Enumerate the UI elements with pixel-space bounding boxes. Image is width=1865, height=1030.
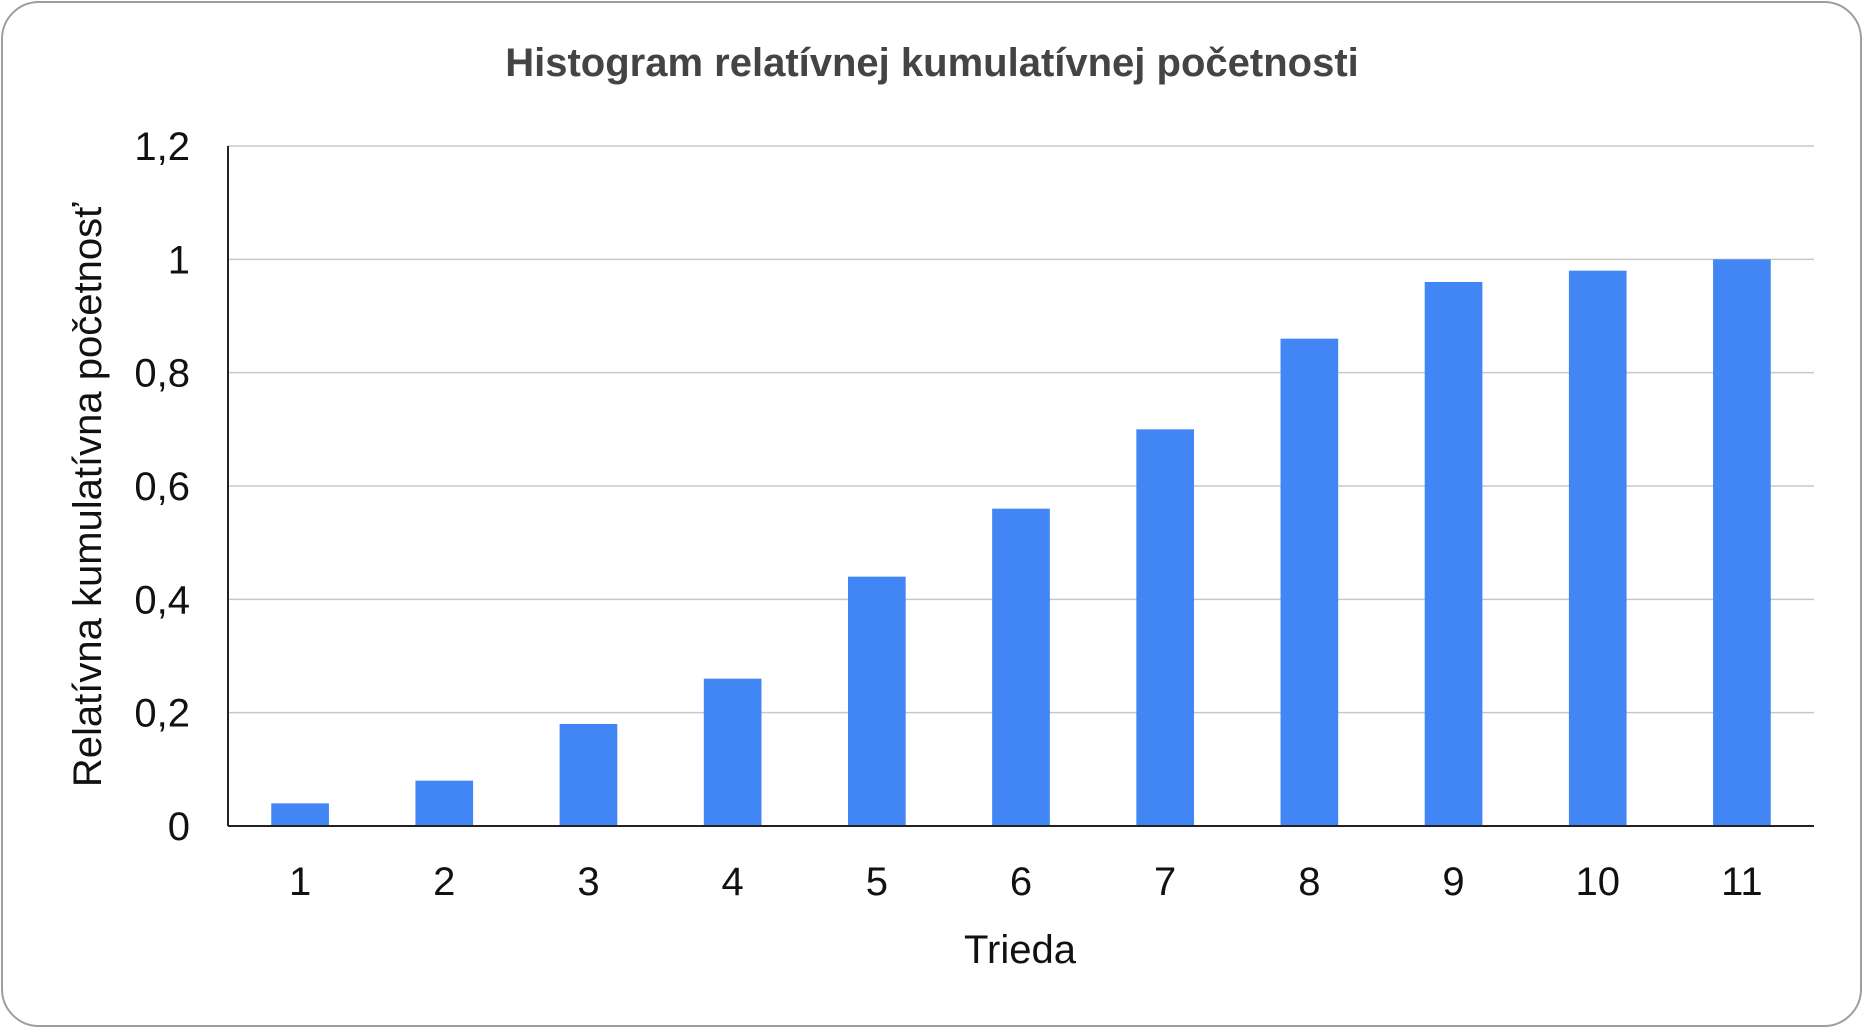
x-tick-label: 8 [1298, 860, 1320, 904]
x-tick-label: 10 [1575, 860, 1620, 904]
bar [703, 678, 762, 826]
bar [847, 576, 906, 826]
bar [1424, 282, 1483, 826]
bar [1568, 270, 1627, 827]
bar [1280, 338, 1339, 826]
y-tick-label: 1 [168, 238, 190, 282]
x-tick-label: 1 [289, 860, 311, 904]
x-tick-label: 9 [1442, 860, 1464, 904]
y-axis-title: Relatívna kumulatívna početnosť [66, 202, 110, 787]
bar [992, 508, 1050, 826]
x-tick-label: 7 [1154, 860, 1176, 904]
x-tick-label: 4 [722, 860, 744, 904]
y-tick-label: 0,6 [134, 465, 190, 509]
y-tick-label: 0,8 [134, 352, 190, 396]
x-axis-title: Trieda [964, 928, 1077, 972]
chart-title: Histogram relatívnej kumulatívnej početn… [505, 41, 1359, 85]
bar [559, 724, 618, 826]
y-axis-ticks: 0 0,2 0,4 0,6 0,8 1 1,2 [134, 125, 190, 849]
bar [271, 803, 329, 826]
bar [1136, 429, 1195, 826]
gridlines [228, 145, 1814, 714]
x-tick-label: 11 [1721, 860, 1763, 904]
y-tick-label: 0 [168, 805, 190, 849]
y-tick-label: 0,2 [134, 692, 190, 736]
y-tick-label: 1,2 [134, 125, 190, 169]
x-tick-label: 5 [866, 860, 888, 904]
bar [1713, 259, 1771, 826]
x-tick-label: 3 [577, 860, 599, 904]
y-tick-label: 0,4 [134, 578, 190, 622]
x-tick-label: 2 [433, 860, 455, 904]
bar [415, 780, 474, 826]
x-tick-label: 6 [1010, 860, 1032, 904]
x-axis-ticks: 1 2 3 4 5 6 7 8 9 10 11 [289, 860, 1763, 904]
bars [271, 259, 1771, 827]
